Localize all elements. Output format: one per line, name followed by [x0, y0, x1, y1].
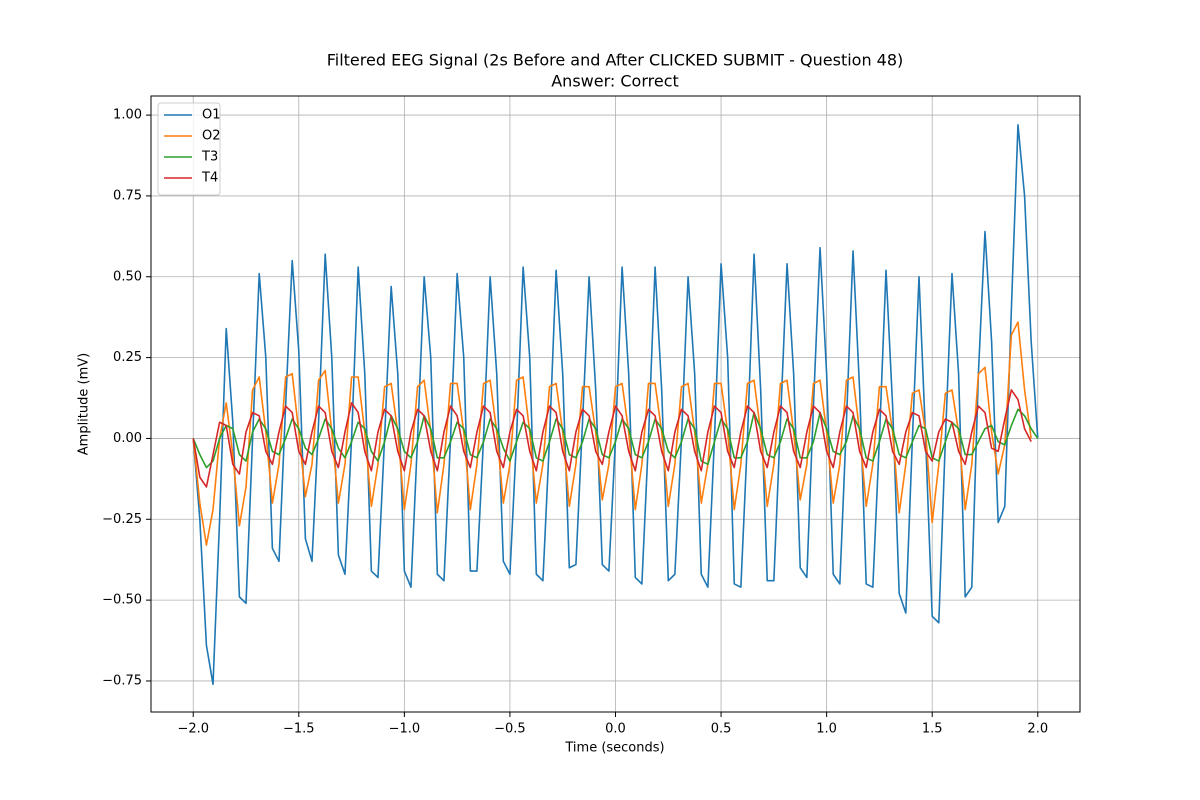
- x-tick-label: 0.5: [711, 722, 732, 737]
- x-tick-label: 0.0: [605, 722, 626, 737]
- series-line: [192, 321, 1032, 546]
- legend-label: O1: [202, 108, 221, 123]
- y-tick-label: 0.75: [113, 188, 142, 203]
- chart-title: Filtered EEG Signal (2s Before and After…: [327, 51, 904, 70]
- axes-frame: [150, 95, 1081, 713]
- series-line: [192, 123, 1039, 685]
- y-axis-label: Amplitude (mV): [77, 353, 92, 455]
- y-tick-label: −0.50: [102, 593, 142, 608]
- x-tick-label: −1.0: [389, 722, 421, 737]
- legend-label: T4: [201, 171, 218, 186]
- x-tick-label: −1.5: [283, 722, 315, 737]
- series-line: [192, 389, 1032, 488]
- x-tick-label: 1.0: [816, 722, 837, 737]
- x-tick-label: 1.5: [922, 722, 943, 737]
- legend-label: O2: [202, 129, 221, 144]
- y-tick-label: −0.75: [102, 673, 142, 688]
- x-tick-label: −2.0: [177, 722, 209, 737]
- y-tick-label: −0.25: [102, 512, 142, 527]
- x-tick-label: −0.5: [494, 722, 526, 737]
- legend-box: [157, 102, 221, 196]
- y-tick-label: 0.25: [113, 350, 142, 365]
- legend: O1 O2 T3 T4: [157, 102, 221, 196]
- x-tick-label: 2.0: [1027, 722, 1048, 737]
- series-line: [192, 408, 1039, 469]
- chart-subtitle: Answer: Correct: [551, 72, 679, 91]
- legend-label: T3: [201, 150, 218, 165]
- x-axis-label: Time (seconds): [564, 741, 664, 756]
- y-tick-label: 0.50: [113, 269, 142, 284]
- y-tick-label: 0.00: [113, 431, 142, 446]
- y-tick-label: 1.00: [113, 108, 142, 123]
